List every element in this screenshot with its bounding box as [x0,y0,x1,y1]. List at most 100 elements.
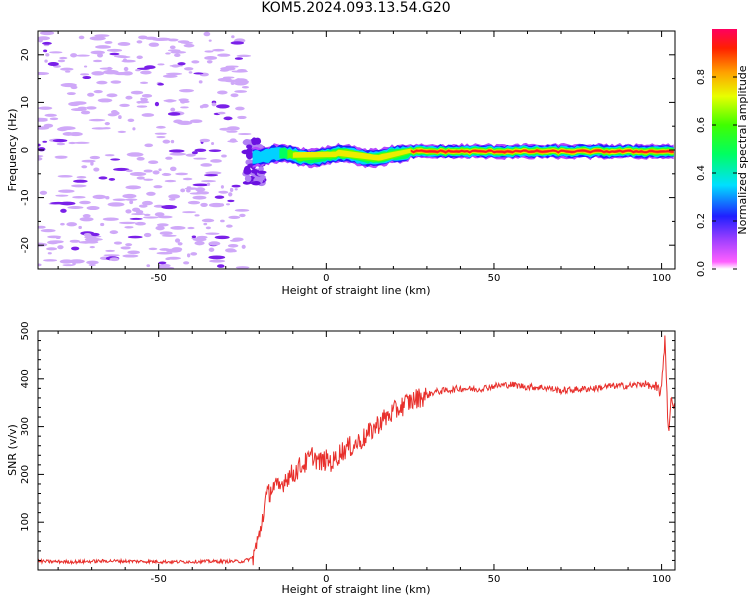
speckle-mark [205,226,211,230]
speckle-mark [225,65,239,68]
speckle-mark [47,235,62,239]
speckle-mark [132,127,136,131]
speckle-mark [70,85,78,90]
speckle-mark [192,195,207,200]
y-tick-label: 100 [20,513,31,532]
speckle-mark [148,247,158,251]
speckle-mark [191,151,198,155]
speckle-mark [205,232,220,235]
speckle-mark [161,204,178,210]
colorbar-gradient [712,29,737,269]
speckle-mark [153,185,163,189]
speckle-mark [105,249,116,252]
speckle-mark [165,99,175,103]
speckle-mark [113,167,130,172]
speckle-mark [170,226,186,230]
figure-title: KOM5.2024.093.13.54.G20 [261,0,451,16]
speckle-mark [117,42,131,46]
speckle-mark [92,59,103,63]
speckle-mark [165,72,183,76]
speckle-mark [227,199,235,203]
speckle-mark [157,63,165,66]
speckle-mark [68,141,77,145]
speckle-mark [140,97,148,102]
speckle-mark [122,193,137,199]
speckle-mark [214,235,230,240]
speckle-mark [203,222,208,226]
speckle-mark [38,143,41,147]
speckle-mark [75,54,90,57]
speckle-mark [217,90,228,95]
speckle-mark [192,183,209,187]
speckle-mark [218,191,223,194]
speckle-mark [108,178,116,181]
speckle-mark [130,90,144,95]
speckle-mark [38,155,44,158]
speckle-mark [113,55,127,58]
speckle-mark [40,228,56,233]
speckle-mark [47,252,52,255]
speckle-mark [136,40,143,44]
speckle-mark [198,80,203,84]
speckle-mark [88,238,103,241]
speckle-mark [168,198,176,201]
spectrogram-y-ticks: -20 -10 0 10 20 [20,48,675,253]
speckle-mark [73,179,88,183]
speckle-mark [48,240,64,244]
speckle-mark [209,259,226,263]
speckle-mark [135,69,141,72]
speckle-mark [157,215,173,219]
x-tick-label: 50 [488,574,501,585]
speckle-mark [39,190,48,195]
speckle-mark [38,242,48,247]
speckle-mark [194,240,205,246]
speckle-mark [117,130,127,134]
speckle-mark [156,135,166,139]
speckle-mark [203,31,211,37]
speckle-mark [164,179,177,183]
speckle-mark [194,148,207,153]
speckle-mark [71,184,87,188]
speckle-mark [180,106,189,109]
speckle-mark [220,219,225,223]
speckle-mark [193,157,207,160]
speckle-mark [86,240,99,244]
snr-plot-area [38,331,675,570]
speckle-mark [204,50,214,53]
speckle-mark [102,127,111,130]
speckle-mark [183,261,190,265]
transition-mark [246,144,253,149]
x-tick-label: 100 [652,273,671,284]
speckle-mark [127,250,140,255]
speckle-mark [81,159,96,163]
speckle-mark [236,54,252,58]
speckle-mark [141,200,153,206]
speckle-mark [191,235,197,239]
speckle-mark [208,149,222,152]
speckle-mark [169,152,187,156]
colorbar-tick-label: 0.2 [696,213,707,229]
snr-x-label: Height of straight line (km) [281,583,430,596]
speckle-mark [226,224,233,228]
speckle-mark [58,201,76,206]
speckle-mark [94,34,110,38]
speckle-mark [99,67,113,70]
speckle-mark [109,257,120,262]
speckle-mark [184,67,194,71]
colorbar-label: Normalized spectral amplitude [736,65,749,234]
speckle-mark [38,71,50,76]
speckle-mark [109,52,120,56]
speckle-mark [234,208,250,212]
speckle-mark [127,235,143,239]
speckle-mark [125,169,133,173]
speckle-mark [38,263,42,267]
speckle-mark [113,111,120,116]
speckle-mark [69,239,81,243]
speckle-mark [170,107,176,112]
y-tick-label: 0 [20,147,31,153]
speckle-mark [38,118,48,122]
speckle-mark [208,255,226,260]
speckle-mark [155,37,172,41]
speckle-mark [234,90,248,93]
speckle-mark [143,216,159,219]
